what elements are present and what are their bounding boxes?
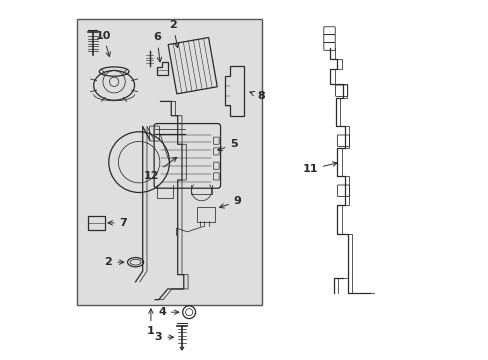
Text: 1: 1	[147, 309, 155, 337]
Text: 12: 12	[143, 157, 176, 181]
Bar	[77, 19, 262, 305]
Text: 11: 11	[302, 162, 337, 174]
Text: 2: 2	[104, 257, 123, 267]
Text: 4: 4	[158, 307, 179, 317]
Text: 3: 3	[154, 332, 173, 342]
Text: 9: 9	[219, 197, 241, 208]
Text: 7: 7	[108, 218, 127, 228]
Text: 6: 6	[153, 32, 162, 62]
Text: 5: 5	[217, 139, 237, 151]
Text: 10: 10	[96, 31, 111, 57]
Text: 2: 2	[169, 20, 179, 48]
Text: 8: 8	[249, 91, 264, 101]
